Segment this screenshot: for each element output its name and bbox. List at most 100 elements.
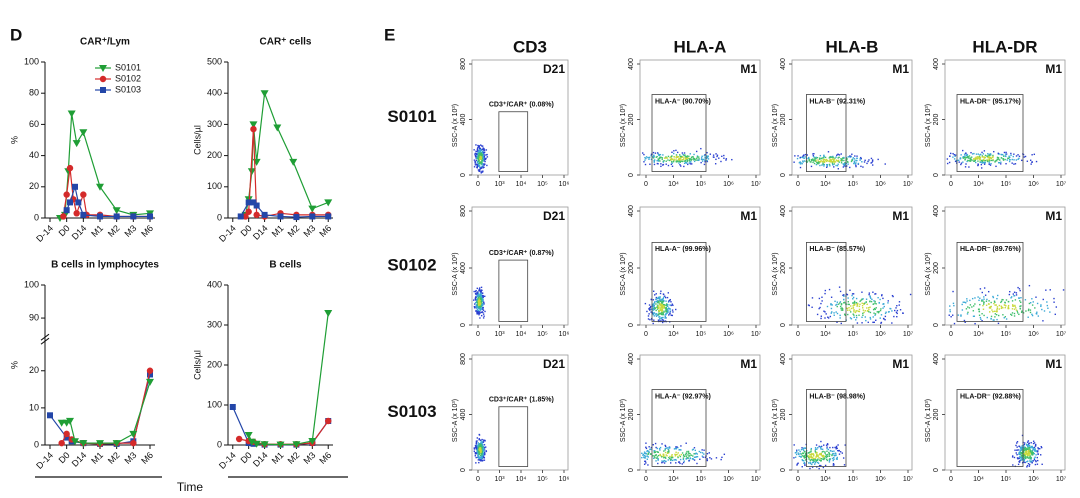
event-dot	[1034, 444, 1037, 446]
event-dot	[687, 454, 689, 456]
series-line	[248, 312, 329, 446]
event-dot	[659, 307, 662, 309]
x-tick-label: 10⁵	[696, 476, 707, 483]
event-dot	[643, 463, 646, 465]
event-dot	[644, 163, 647, 166]
event-dot	[1034, 450, 1037, 452]
event-dot	[954, 155, 956, 157]
event-dot	[669, 312, 671, 314]
event-dot	[828, 458, 831, 461]
event-dot	[479, 444, 482, 447]
event-dot	[869, 295, 871, 297]
event-dot	[478, 157, 480, 159]
event-dot	[473, 299, 475, 301]
event-dot	[481, 445, 483, 447]
event-dot	[809, 451, 811, 453]
event-dot	[683, 454, 685, 456]
event-dot	[682, 455, 685, 457]
event-dot	[855, 316, 858, 319]
event-dot	[481, 453, 483, 455]
x-tick-label: M3	[123, 450, 139, 466]
marker	[66, 417, 74, 425]
y-axis-label: SSC-A (x 10³)	[925, 252, 932, 295]
event-dot	[648, 308, 650, 310]
event-dot	[641, 456, 643, 459]
event-dot	[825, 444, 828, 446]
event-dot	[674, 455, 677, 457]
y-tick-label: 400	[780, 58, 787, 70]
event-dot	[482, 156, 484, 158]
event-dot	[804, 156, 806, 158]
x-tick-label: 0	[949, 476, 953, 483]
event-dot	[686, 159, 688, 161]
event-dot	[832, 164, 834, 166]
event-dot	[996, 294, 999, 297]
x-tick-label: 10³	[494, 181, 505, 188]
event-dot	[814, 461, 817, 463]
event-dot	[842, 294, 844, 297]
event-dot	[483, 152, 485, 154]
event-dot	[1023, 442, 1026, 444]
event-dot	[704, 161, 706, 163]
event-dot	[810, 457, 813, 459]
event-dot	[1029, 457, 1032, 459]
event-dot	[964, 155, 966, 157]
chart-title: CAR⁺/Lym	[80, 37, 130, 48]
event-dot	[992, 159, 994, 162]
event-dot	[1008, 307, 1010, 310]
event-dot	[662, 305, 664, 307]
event-dot	[1028, 444, 1031, 447]
event-dot	[483, 158, 486, 160]
event-dot	[656, 306, 659, 308]
event-dot	[800, 448, 803, 451]
event-dot	[852, 307, 854, 309]
gate-label: CD3⁺/CAR⁺ (1.85%)	[489, 397, 554, 404]
event-dot	[983, 159, 985, 161]
event-dot	[1045, 289, 1047, 291]
x-tick-label: 10⁵	[1001, 476, 1012, 483]
event-dot	[818, 467, 820, 470]
event-dot	[830, 303, 832, 305]
event-dot	[650, 448, 652, 451]
event-dot	[685, 458, 687, 460]
x-tick-label: 10⁴	[820, 476, 831, 483]
event-dot	[1013, 308, 1016, 310]
event-dot	[815, 444, 818, 446]
event-dot	[810, 165, 813, 168]
event-dot	[1023, 459, 1025, 462]
event-dot	[964, 158, 967, 160]
event-dot	[653, 457, 655, 459]
event-dot	[819, 306, 821, 309]
event-dot	[645, 447, 648, 450]
event-dot	[1015, 309, 1018, 311]
event-dot	[654, 456, 656, 459]
event-dot	[485, 149, 488, 151]
event-dot	[476, 294, 479, 297]
event-dot	[665, 160, 667, 162]
event-dot	[950, 152, 952, 155]
event-dot	[685, 158, 687, 160]
event-dot	[665, 157, 667, 159]
event-dot	[1019, 289, 1021, 292]
event-dot	[1025, 443, 1028, 446]
event-dot	[661, 298, 663, 300]
event-dot	[661, 443, 663, 445]
event-dot	[658, 316, 661, 318]
event-dot	[660, 309, 662, 311]
y-tick-label: 800	[460, 58, 467, 70]
gate	[498, 259, 529, 322]
event-dot	[980, 159, 983, 162]
event-dot	[675, 459, 677, 461]
gate	[806, 389, 847, 467]
event-dot	[1004, 306, 1006, 309]
event-dot	[962, 301, 964, 303]
event-dot	[844, 163, 846, 165]
event-dot	[480, 294, 482, 297]
event-dot	[1028, 463, 1031, 466]
event-dot	[670, 304, 672, 307]
event-dot	[840, 303, 843, 305]
event-dot	[992, 154, 994, 157]
event-dot	[824, 317, 826, 319]
event-dot	[478, 443, 481, 446]
event-dot	[660, 313, 662, 316]
